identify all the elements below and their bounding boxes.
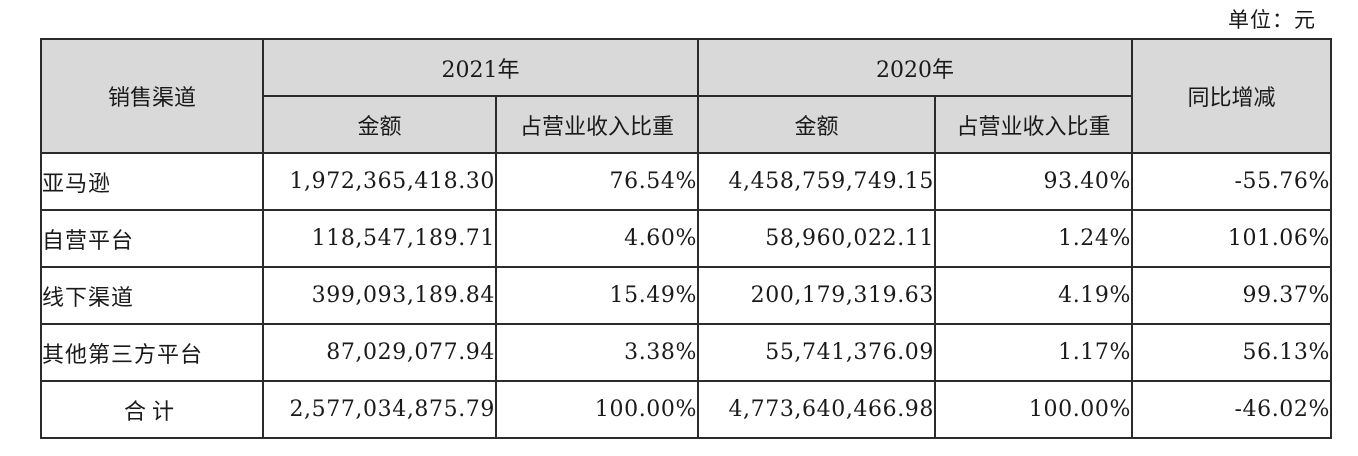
- header-year-2020: 2020年: [697, 38, 1133, 97]
- amount-2021: 118,547,189.71: [262, 209, 497, 268]
- table-row: 自营平台 118,547,189.71 4.60% 58,960,022.11 …: [40, 209, 1332, 268]
- header-share-2021: 占营业收入比重: [495, 95, 699, 154]
- table-row: 亚马逊 1,972,365,418.30 76.54% 4,458,759,74…: [40, 152, 1332, 211]
- yoy-change: -46.02%: [1131, 380, 1332, 439]
- header-channel: 销售渠道: [40, 38, 264, 154]
- share-2021: 15.49%: [495, 266, 699, 325]
- amount-2020: 4,773,640,466.98: [697, 380, 936, 439]
- channel-name: 自营平台: [40, 209, 264, 268]
- yoy-change: 56.13%: [1131, 323, 1332, 382]
- header-amount-2021: 金额: [262, 95, 497, 154]
- amount-2021: 87,029,077.94: [262, 323, 497, 382]
- share-2020: 4.19%: [934, 266, 1133, 325]
- header-year-2021: 2021年: [262, 38, 699, 97]
- sales-channel-table: 销售渠道 2021年 2020年 同比增减 金额 占营业收入比重 金额 占营业收…: [40, 38, 1332, 439]
- unit-label: 单位：元: [1228, 8, 1316, 32]
- share-2020: 1.24%: [934, 209, 1133, 268]
- header-yoy: 同比增减: [1131, 38, 1332, 154]
- header-share-2020: 占营业收入比重: [934, 95, 1133, 154]
- amount-2020: 4,458,759,749.15: [697, 152, 936, 211]
- yoy-change: 99.37%: [1131, 266, 1332, 325]
- table-row-total: 合计 2,577,034,875.79 100.00% 4,773,640,46…: [40, 380, 1332, 439]
- amount-2021: 1,972,365,418.30: [262, 152, 497, 211]
- table-row: 线下渠道 399,093,189.84 15.49% 200,179,319.6…: [40, 266, 1332, 325]
- share-2021: 100.00%: [495, 380, 699, 439]
- header-amount-2020: 金额: [697, 95, 936, 154]
- channel-name: 线下渠道: [40, 266, 264, 325]
- share-2020: 1.17%: [934, 323, 1133, 382]
- table-row: 其他第三方平台 87,029,077.94 3.38% 55,741,376.0…: [40, 323, 1332, 382]
- share-2020: 100.00%: [934, 380, 1133, 439]
- channel-name: 合计: [40, 380, 264, 439]
- channel-name: 其他第三方平台: [40, 323, 264, 382]
- amount-2021: 2,577,034,875.79: [262, 380, 497, 439]
- share-2021: 76.54%: [495, 152, 699, 211]
- channel-name: 亚马逊: [40, 152, 264, 211]
- share-2021: 4.60%: [495, 209, 699, 268]
- yoy-change: 101.06%: [1131, 209, 1332, 268]
- yoy-change: -55.76%: [1131, 152, 1332, 211]
- amount-2020: 55,741,376.09: [697, 323, 936, 382]
- share-2021: 3.38%: [495, 323, 699, 382]
- amount-2020: 58,960,022.11: [697, 209, 936, 268]
- amount-2021: 399,093,189.84: [262, 266, 497, 325]
- share-2020: 93.40%: [934, 152, 1133, 211]
- amount-2020: 200,179,319.63: [697, 266, 936, 325]
